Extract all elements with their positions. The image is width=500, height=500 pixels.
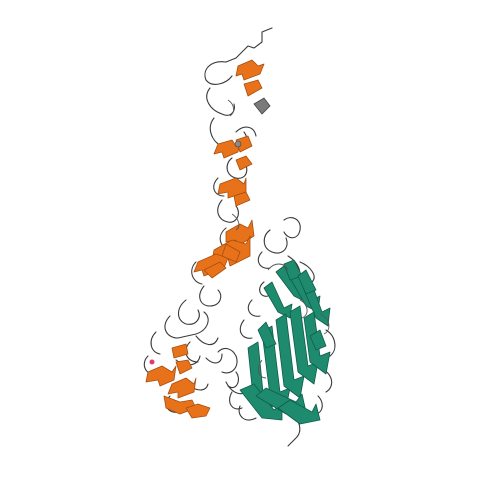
orange-strand bbox=[171, 343, 189, 359]
teal-strand bbox=[309, 329, 327, 351]
coil-overlay bbox=[227, 99, 330, 379]
orange-strand bbox=[235, 155, 253, 171]
teal-chain bbox=[239, 259, 331, 425]
orange-strand bbox=[243, 79, 263, 97]
highlight-residue bbox=[149, 359, 155, 365]
orange-strand bbox=[235, 135, 253, 153]
teal-strand bbox=[257, 321, 277, 349]
orange-strand bbox=[235, 59, 265, 81]
orange-strand bbox=[221, 243, 241, 263]
coil-backbone bbox=[143, 27, 336, 447]
ligand-marker bbox=[234, 97, 271, 148]
orange-strand bbox=[213, 139, 241, 159]
teal-strand bbox=[263, 281, 293, 319]
orange-strand bbox=[145, 365, 177, 387]
orange-strand bbox=[203, 261, 227, 279]
orange-strand bbox=[167, 377, 197, 399]
orange-chain bbox=[145, 59, 265, 419]
orange-strand bbox=[185, 403, 211, 419]
orange-strand bbox=[175, 359, 193, 375]
orange-strand bbox=[233, 191, 251, 207]
teal-strand bbox=[277, 399, 321, 425]
teal-strand bbox=[297, 269, 317, 295]
